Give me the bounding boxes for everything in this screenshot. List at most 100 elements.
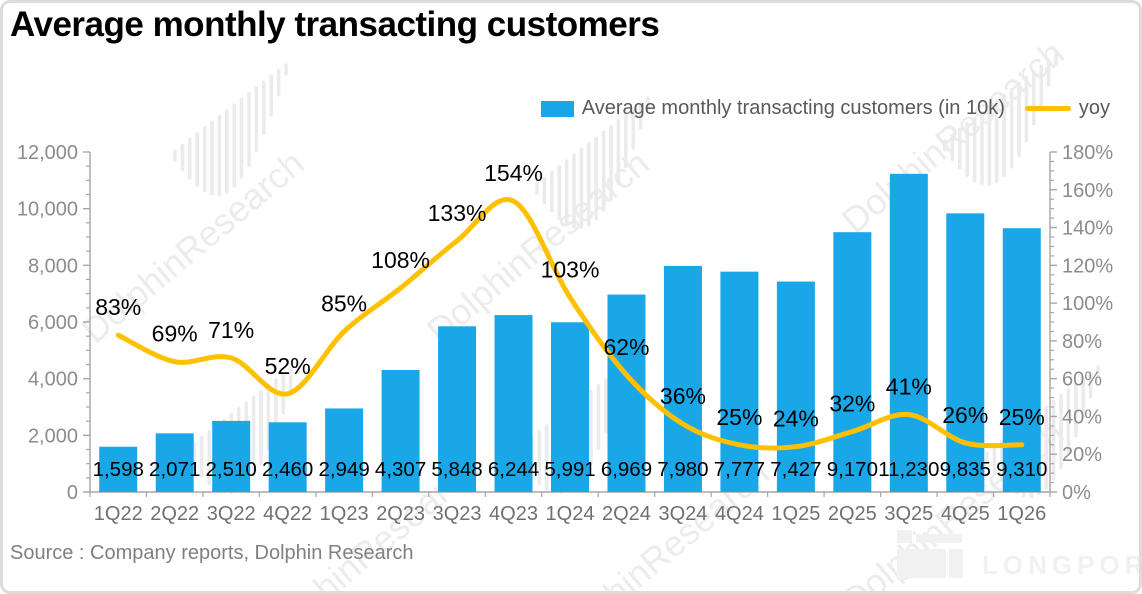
yoy-value-label: 36%: [660, 383, 706, 409]
legend-line-label: yoy: [1078, 97, 1110, 119]
longport-logo: LONGPORT: [897, 528, 1142, 588]
bar-value-label: 5,991: [544, 458, 595, 481]
bar: [663, 265, 702, 492]
bar: [212, 420, 251, 492]
bar-value-label: 7,777: [714, 458, 765, 481]
yoy-value-label: 52%: [265, 353, 311, 379]
watermark-logo-fan: [535, 96, 650, 229]
left-axis-tick-label: 6,000: [28, 312, 78, 334]
bar: [607, 294, 646, 492]
x-axis-label: 1Q26: [997, 503, 1046, 525]
x-axis-label: 4Q23: [489, 503, 538, 525]
legend-bar-label: Average monthly transacting customers (i…: [581, 97, 1005, 119]
right-axis-tick-label: 100%: [1062, 293, 1113, 315]
left-axis-tick-label: 4,000: [28, 369, 78, 391]
bar-value-label: 6,244: [488, 458, 539, 481]
bar: [381, 369, 420, 492]
left-axis-tick-label: 8,000: [28, 255, 78, 277]
source-note: Source : Company reports, Dolphin Resear…: [10, 542, 414, 564]
yoy-value-label: 154%: [484, 160, 543, 186]
bar: [551, 322, 589, 492]
bar: [1002, 228, 1041, 492]
bar-value-label: 2,949: [318, 458, 369, 481]
bar-value-label: 2,071: [149, 458, 200, 481]
x-axis-label: 1Q24: [546, 503, 595, 525]
yoy-value-label: 133%: [428, 200, 487, 226]
left-axis-tick-label: 12,000: [17, 142, 78, 164]
bar-value-label: 9,835: [940, 458, 991, 481]
longport-logo-text: LONGPORT: [982, 550, 1142, 580]
bar-value-label: 9,310: [996, 458, 1047, 481]
yoy-value-label: 25%: [999, 404, 1045, 430]
right-axis-tick-label: 0%: [1062, 482, 1091, 504]
yoy-value-label: 69%: [152, 321, 198, 347]
right-axis-tick-label: 80%: [1062, 331, 1102, 353]
right-axis-tick-label: 120%: [1062, 255, 1113, 277]
left-axis-tick-label: 10,000: [17, 199, 78, 221]
yoy-value-label: 32%: [829, 391, 875, 417]
x-axis-label: 3Q25: [884, 503, 933, 525]
yoy-value-label: 108%: [371, 247, 430, 273]
bar-value-label: 2,510: [206, 458, 257, 481]
x-axis-label: 2Q23: [376, 503, 425, 525]
x-axis-label: 1Q23: [320, 503, 369, 525]
right-axis-tick-label: 40%: [1062, 406, 1102, 428]
watermark-logo-fan: [943, 53, 1058, 186]
x-axis-label: 2Q25: [828, 503, 877, 525]
chart-title: Average monthly transacting customers: [10, 5, 660, 44]
bar: [268, 422, 307, 492]
yoy-line: [115, 197, 1025, 451]
watermark-logo-fan: [173, 63, 288, 196]
bar: [776, 281, 815, 492]
longport-logo-mark: [897, 530, 963, 588]
left-axis-tick-label: 0: [67, 482, 78, 504]
right-axis-tick-label: 180%: [1062, 142, 1113, 164]
right-axis-tick-label: 60%: [1062, 369, 1102, 391]
bar-value-label: 11,230: [878, 458, 939, 481]
left-axis-tick-label: 2,000: [28, 425, 78, 447]
legend-bar-swatch: [540, 100, 574, 117]
bar-value-label: 6,969: [601, 458, 652, 481]
yoy-value-label: 85%: [321, 290, 367, 316]
yoy-value-label: 83%: [95, 294, 141, 320]
bar: [155, 433, 194, 492]
bar-value-label: 5,848: [431, 458, 482, 481]
yoy-value-label: 24%: [773, 406, 819, 432]
x-axis-label: 4Q24: [715, 503, 764, 525]
yoy-value-label: 103%: [541, 256, 600, 282]
x-axis-label: 2Q24: [602, 503, 651, 525]
bar: [889, 173, 928, 493]
x-axis-label: 4Q22: [263, 503, 312, 525]
yoy-value-label: 25%: [716, 404, 762, 430]
bar-value-label: 7,427: [770, 458, 821, 481]
bar: [720, 271, 759, 492]
bar-value-label: 7,980: [657, 458, 708, 481]
yoy-value-label: 62%: [603, 334, 649, 360]
bar: [438, 326, 477, 492]
x-axis-label: 3Q24: [658, 503, 707, 525]
bar: [325, 408, 364, 492]
right-axis-tick-label: 140%: [1062, 218, 1113, 240]
bar: [833, 232, 872, 492]
yoy-value-label: 26%: [942, 402, 988, 428]
yoy-value-label: 71%: [208, 317, 254, 343]
x-axis-label: 4Q25: [941, 503, 990, 525]
bar-value-label: 4,307: [375, 458, 426, 481]
bar: [946, 213, 985, 492]
x-axis-label: 1Q25: [771, 503, 820, 525]
yoy-value-label: 41%: [886, 374, 932, 400]
right-axis-tick-label: 20%: [1062, 444, 1102, 466]
bar: [494, 315, 533, 492]
x-axis-label: 3Q22: [207, 503, 256, 525]
x-axis-label: 3Q23: [433, 503, 482, 525]
x-axis-label: 1Q22: [94, 503, 143, 525]
bar-value-label: 2,460: [262, 458, 313, 481]
legend-line-swatch: [1024, 106, 1071, 111]
bar-value-label: 9,170: [827, 458, 878, 481]
right-axis-tick-label: 160%: [1062, 180, 1113, 202]
bar-value-label: 1,598: [93, 458, 144, 481]
legend: Average monthly transacting customers (i…: [540, 97, 1110, 120]
bar: [99, 446, 138, 492]
